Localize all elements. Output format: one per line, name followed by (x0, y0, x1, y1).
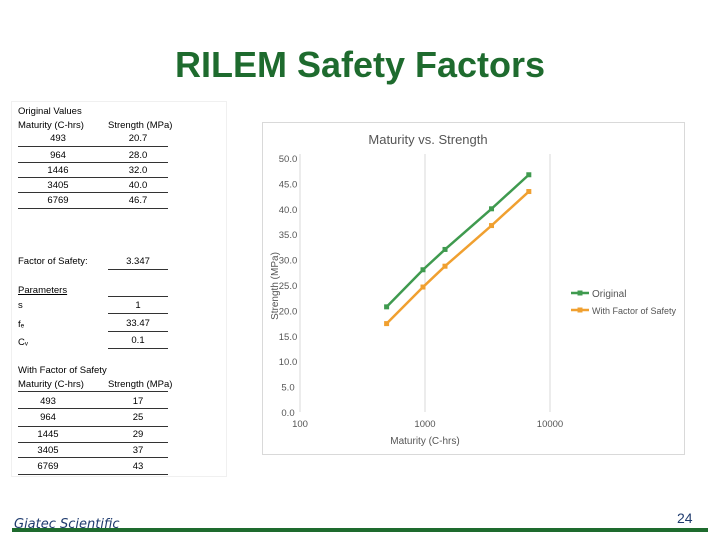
data-point (442, 246, 448, 252)
with-factor-strength-cell: 37 (132, 445, 144, 456)
row-divider (18, 177, 168, 178)
with-factor-strength-cell: 25 (132, 412, 144, 423)
with-factor-maturity-cell: 6769 (37, 461, 59, 472)
original-col-strength: Strength (MPa) (108, 120, 173, 131)
legend-marker (577, 290, 583, 296)
data-point (384, 321, 390, 327)
original-maturity-cell: 1446 (47, 165, 69, 176)
factor-of-safety-value: 3.347 (126, 256, 150, 267)
with-factor-heading: With Factor of Safety (18, 365, 107, 376)
original-strength-cell: 40.0 (128, 180, 148, 191)
with-factor-strength-cell: 43 (132, 461, 144, 472)
parameter-value: 1 (135, 300, 141, 311)
y-tick-label: 5.0 (281, 383, 294, 394)
row-divider (18, 391, 168, 392)
spreadsheet-panel: Original Values Maturity (C-hrs) Strengt… (12, 102, 226, 476)
page-number: 24 (677, 510, 693, 526)
row-divider (108, 296, 168, 297)
with-factor-maturity-cell: 3405 (37, 445, 59, 456)
row-divider (18, 146, 168, 147)
with-factor-col-maturity: Maturity (C-hrs) (18, 379, 84, 390)
parameter-value: 0.1 (131, 335, 145, 346)
original-strength-cell: 20.7 (128, 133, 148, 144)
row-divider (18, 442, 168, 443)
footer-rule (12, 528, 708, 532)
factor-of-safety-label: Factor of Safety: (18, 256, 88, 267)
legend-marker (577, 307, 583, 313)
original-col-maturity: Maturity (C-hrs) (18, 120, 84, 131)
slide-title: RILEM Safety Factors (174, 44, 546, 85)
legend-label: Original (592, 289, 626, 300)
y-tick-label: 0.0 (281, 408, 294, 419)
x-axis-label: Maturity (C-hrs) (390, 436, 459, 447)
with-factor-strength-cell: 29 (132, 429, 144, 440)
x-tick-label: 1000 (414, 419, 435, 430)
parameter-label: Cᵥ (18, 337, 28, 348)
y-axis-label: Strength (MPa) (270, 252, 281, 320)
data-point (526, 189, 532, 195)
row-divider (108, 331, 168, 332)
row-divider (18, 408, 168, 409)
data-point (489, 223, 495, 229)
y-tick-label: 10.0 (279, 357, 298, 368)
original-maturity-cell: 3405 (47, 180, 69, 191)
original-values-heading: Original Values (18, 106, 82, 117)
x-tick-label: 10000 (537, 419, 563, 430)
original-maturity-cell: 964 (50, 150, 66, 161)
series-line (385, 173, 530, 308)
row-divider (18, 192, 168, 193)
parameter-value: 33.47 (126, 318, 150, 329)
with-factor-maturity-cell: 493 (40, 396, 56, 407)
row-divider (18, 426, 168, 427)
original-maturity-cell: 493 (50, 133, 66, 144)
series-line (385, 190, 530, 325)
row-divider (18, 474, 168, 475)
row-divider (18, 162, 168, 163)
x-tick-label: 100 (292, 419, 308, 430)
data-point (489, 206, 495, 212)
data-point (442, 263, 448, 269)
y-tick-label: 25.0 (279, 281, 298, 292)
data-point (420, 267, 426, 273)
row-divider (108, 313, 168, 314)
data-point (526, 172, 532, 178)
with-factor-strength-cell: 17 (132, 396, 144, 407)
data-point (420, 284, 426, 290)
company-name: Giatec Scientific Inc. (14, 517, 120, 532)
with-factor-maturity-cell: 964 (40, 412, 56, 423)
y-tick-label: 40.0 (279, 205, 298, 216)
chart-area (262, 122, 685, 455)
row-divider (18, 208, 168, 209)
y-tick-label: 45.0 (279, 179, 298, 190)
legend-label: With Factor of Safety (592, 306, 677, 316)
parameter-label: fₑ (18, 319, 25, 330)
row-divider (18, 457, 168, 458)
original-strength-cell: 32.0 (128, 165, 148, 176)
y-tick-label: 35.0 (279, 230, 298, 241)
parameters-heading: Parameters (18, 285, 68, 296)
with-factor-col-strength: Strength (MPa) (108, 379, 173, 390)
original-strength-cell: 46.7 (128, 195, 148, 206)
row-divider (108, 348, 168, 349)
parameter-label: s (18, 300, 23, 311)
y-tick-label: 50.0 (279, 154, 298, 165)
y-tick-label: 20.0 (279, 306, 298, 317)
y-tick-label: 15.0 (279, 332, 298, 343)
with-factor-maturity-cell: 1445 (37, 429, 59, 440)
original-maturity-cell: 6769 (47, 195, 69, 206)
original-strength-cell: 28.0 (128, 150, 148, 161)
data-point (384, 304, 390, 310)
chart-title: Maturity vs. Strength (368, 132, 487, 147)
row-divider (108, 269, 168, 270)
y-tick-label: 30.0 (279, 256, 298, 267)
